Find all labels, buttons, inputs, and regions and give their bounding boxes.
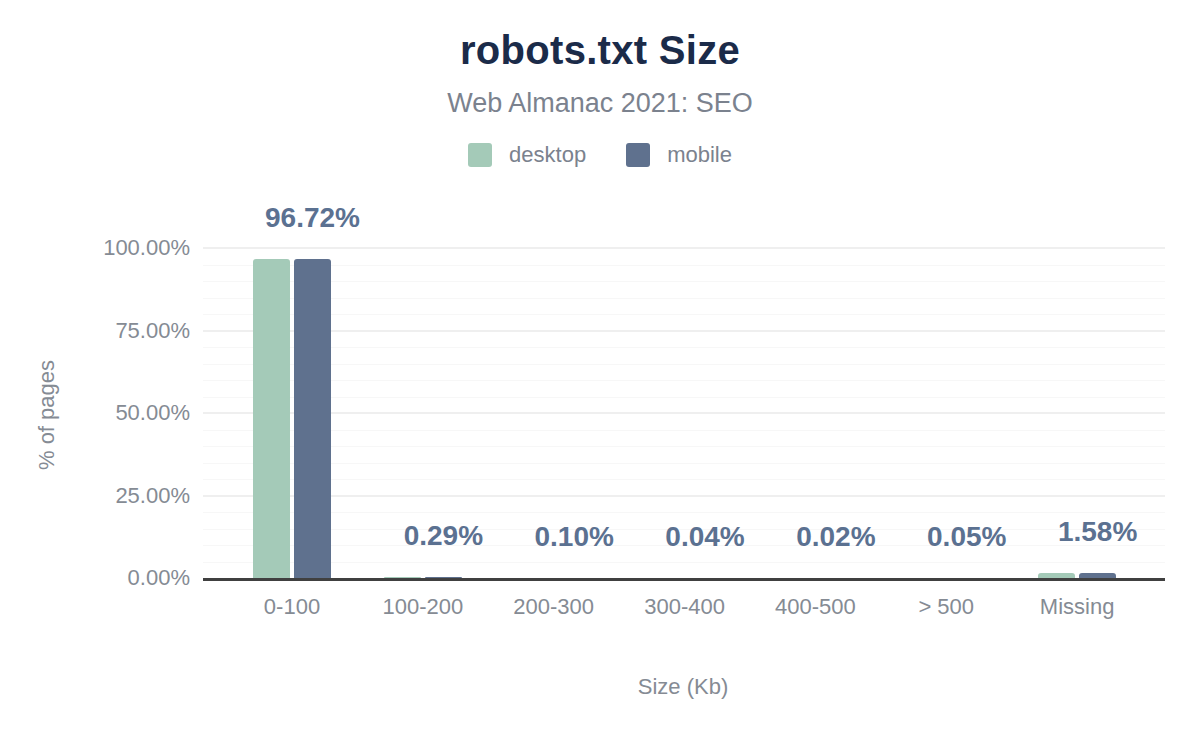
value-label: 0.02% bbox=[796, 521, 875, 553]
value-label: 0.05% bbox=[927, 521, 1006, 553]
y-tick-label: 50.00% bbox=[40, 400, 190, 426]
gridline-major bbox=[203, 495, 1165, 497]
legend-item-mobile[interactable]: mobile bbox=[626, 142, 732, 168]
legend-item-desktop[interactable]: desktop bbox=[468, 142, 586, 168]
gridline-major bbox=[203, 247, 1165, 249]
legend-swatch-mobile bbox=[626, 143, 650, 167]
gridline-minor bbox=[203, 364, 1165, 365]
y-tick-label: 0.00% bbox=[40, 565, 190, 591]
gridline-minor bbox=[203, 298, 1165, 299]
gridline-minor bbox=[203, 397, 1165, 398]
gridline-minor bbox=[203, 314, 1165, 315]
gridline-minor bbox=[203, 562, 1165, 563]
value-label: 1.58% bbox=[1058, 516, 1137, 548]
x-tick-label: 400-500 bbox=[775, 594, 856, 620]
gridline-minor bbox=[203, 430, 1165, 431]
y-tick-label: 100.00% bbox=[40, 235, 190, 261]
value-label: 0.04% bbox=[665, 521, 744, 553]
x-tick-label: 300-400 bbox=[644, 594, 725, 620]
gridline-minor bbox=[203, 446, 1165, 447]
legend-swatch-desktop bbox=[468, 143, 492, 167]
bar-desktop-0-100[interactable] bbox=[253, 259, 290, 578]
gridline-major bbox=[203, 412, 1165, 414]
y-tick-label: 25.00% bbox=[40, 483, 190, 509]
value-label: 96.72% bbox=[265, 202, 360, 234]
x-axis-title: Size (Kb) bbox=[638, 674, 728, 700]
gridline-minor bbox=[203, 347, 1165, 348]
gridline-minor bbox=[203, 512, 1165, 513]
x-tick-label: 200-300 bbox=[513, 594, 594, 620]
legend: desktop mobile bbox=[0, 142, 1200, 168]
gridline-minor bbox=[203, 479, 1165, 480]
gridline-minor bbox=[203, 463, 1165, 464]
value-label: 0.10% bbox=[534, 521, 613, 553]
value-label: 0.29% bbox=[404, 520, 483, 552]
x-tick-label: > 500 bbox=[918, 594, 974, 620]
legend-label: mobile bbox=[667, 142, 732, 168]
gridline-minor bbox=[203, 265, 1165, 266]
y-tick-label: 75.00% bbox=[40, 318, 190, 344]
gridline-minor bbox=[203, 380, 1165, 381]
x-tick-label: 0-100 bbox=[264, 594, 320, 620]
gridline-minor bbox=[203, 281, 1165, 282]
chart-subtitle: Web Almanac 2021: SEO bbox=[0, 88, 1200, 119]
x-tick-label: Missing bbox=[1040, 594, 1115, 620]
legend-label: desktop bbox=[509, 142, 586, 168]
bar-mobile-0-100[interactable] bbox=[294, 259, 331, 578]
chart-canvas: robots.txt Size Web Almanac 2021: SEO de… bbox=[0, 0, 1200, 742]
x-axis-line bbox=[203, 578, 1165, 581]
chart-title: robots.txt Size bbox=[0, 28, 1200, 73]
x-tick-label: 100-200 bbox=[382, 594, 463, 620]
gridline-major bbox=[203, 330, 1165, 332]
